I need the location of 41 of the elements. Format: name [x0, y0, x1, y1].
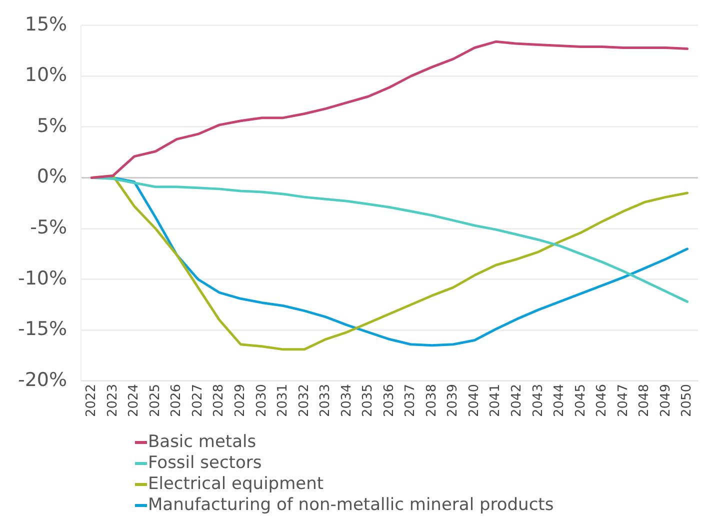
x-tick-label: 2036	[382, 384, 397, 418]
legend-label: Basic metals	[148, 432, 256, 453]
x-tick-label: 2043	[530, 384, 546, 418]
x-tick-label: 2029	[232, 384, 248, 418]
x-tick-label: 2040	[466, 384, 482, 418]
x-tick-label: 2023	[105, 384, 120, 418]
x-tick-label: 2042	[510, 384, 525, 418]
x-tick-label: 2030	[254, 384, 270, 418]
x-tick-label: 2034	[339, 384, 354, 418]
x-tick-label: 2049	[658, 384, 674, 418]
y-tick-label: -10%	[18, 267, 68, 290]
x-tick-label: 2047	[616, 384, 631, 418]
x-tick-label: 2045	[573, 384, 588, 418]
x-tick-label: 2039	[446, 384, 461, 418]
y-tick-label: -15%	[18, 318, 68, 340]
x-tick-label: 2038	[424, 384, 440, 418]
x-tick-label: 2032	[296, 384, 312, 418]
x-tick-label: 2024	[126, 384, 142, 418]
y-tick-label: 15%	[24, 13, 68, 36]
x-tick-label: 2027	[190, 384, 206, 418]
y-tick-label: 0%	[36, 166, 68, 188]
x-tick-label: 2026	[169, 384, 184, 418]
y-tick-label: 5%	[36, 114, 68, 137]
y-tick-label: 10%	[24, 64, 68, 86]
x-tick-label: 2025	[148, 384, 163, 418]
x-tick-label: 2050	[680, 384, 695, 418]
legend-label: Manufacturing of non-metallic mineral products	[148, 495, 554, 516]
y-tick-label: -20%	[18, 368, 68, 391]
x-tick-label: 2037	[403, 384, 418, 418]
x-tick-label: 2028	[212, 384, 227, 418]
x-tick-label: 2022	[84, 384, 100, 418]
y-tick-label: -5%	[30, 216, 68, 238]
x-tick-label: 2033	[318, 384, 334, 418]
x-tick-label: 2046	[594, 384, 610, 418]
x-tick-label: 2041	[488, 384, 504, 418]
legend-label: Electrical equipment	[148, 474, 324, 495]
x-tick-label: 2035	[360, 384, 376, 418]
x-tick-label: 2044	[552, 384, 568, 418]
x-tick-label: 2031	[276, 384, 291, 418]
x-tick-label: 2048	[637, 384, 652, 418]
legend-label: Fossil sectors	[148, 453, 262, 474]
